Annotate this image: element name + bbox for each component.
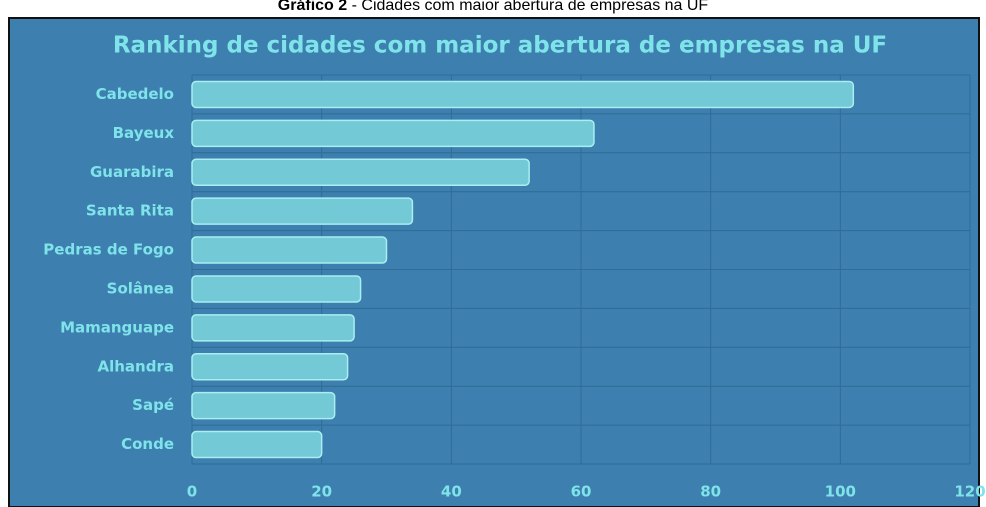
bar [191, 314, 355, 342]
y-tick-label: Solânea [107, 279, 174, 297]
x-tick-label: 20 [311, 483, 332, 501]
bar [191, 119, 595, 148]
y-tick-label: Alhandra [98, 357, 175, 375]
bar [191, 430, 323, 459]
y-tick-label: Sapé [132, 396, 174, 414]
x-tick-label: 60 [571, 483, 592, 501]
bar [191, 158, 530, 186]
bar [191, 80, 855, 109]
y-tick-label: Mamanguape [60, 318, 174, 336]
x-tick-label: 100 [825, 483, 856, 501]
y-tick-label: Santa Rita [86, 202, 174, 220]
bar [191, 391, 336, 420]
bar [191, 353, 349, 381]
bar [191, 236, 388, 264]
bar [191, 197, 414, 225]
x-tick-label: 40 [441, 483, 462, 501]
y-tick-label: Cabedelo [96, 85, 174, 103]
x-tick-label: 0 [187, 483, 197, 501]
y-tick-label: Pedras de Fogo [43, 241, 174, 259]
caption-label: Gráfico 2 [278, 0, 347, 14]
chart-title: Ranking de cidades com maior abertura de… [113, 33, 887, 59]
y-tick-label: Bayeux [113, 124, 175, 142]
y-tick-label: Guarabira [90, 163, 174, 181]
bar [191, 275, 362, 303]
caption-text: - Cidades com maior abertura de empresas… [352, 0, 709, 14]
x-tick-label: 120 [954, 483, 985, 501]
y-tick-label: Conde [121, 435, 174, 453]
caption: Gráfico 2 - Cidades com maior abertura d… [278, 0, 709, 14]
x-tick-label: 80 [700, 483, 721, 501]
